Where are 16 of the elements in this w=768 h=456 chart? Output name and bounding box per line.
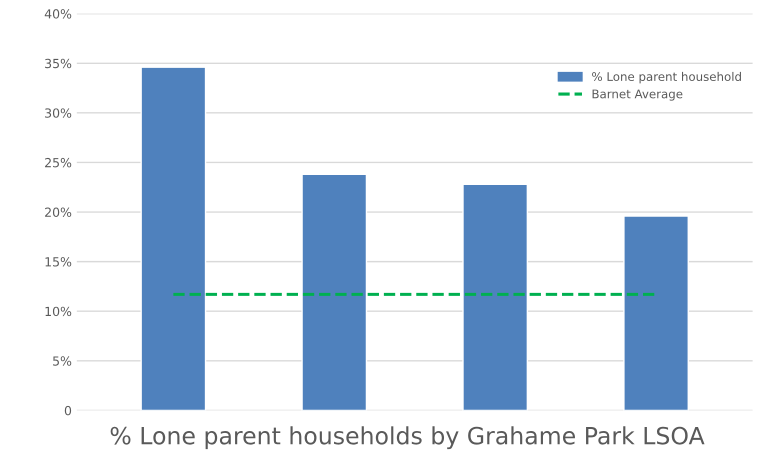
y-tick-label: 40%: [44, 9, 72, 19]
bar: [462, 184, 528, 410]
y-tick-label: 5%: [53, 356, 72, 366]
legend-label: Barnet Average: [592, 90, 682, 101]
y-tick-label: 0: [64, 406, 72, 416]
y-tick-label: 20%: [45, 208, 72, 217]
y-tick-label: 25%: [45, 158, 72, 168]
bar: [301, 174, 368, 410]
text: % Lone parent households by Grahame Park LSOA: [110, 426, 705, 450]
legend-label: % Lone parent household: [592, 72, 741, 84]
bar: [623, 215, 689, 410]
y-tick-label: 10%: [46, 306, 72, 316]
bar: [140, 66, 206, 410]
y-tick-label: 35%: [45, 58, 72, 68]
y-tick-label: 30%: [45, 108, 72, 118]
y-tick-label: 15%: [46, 257, 72, 267]
